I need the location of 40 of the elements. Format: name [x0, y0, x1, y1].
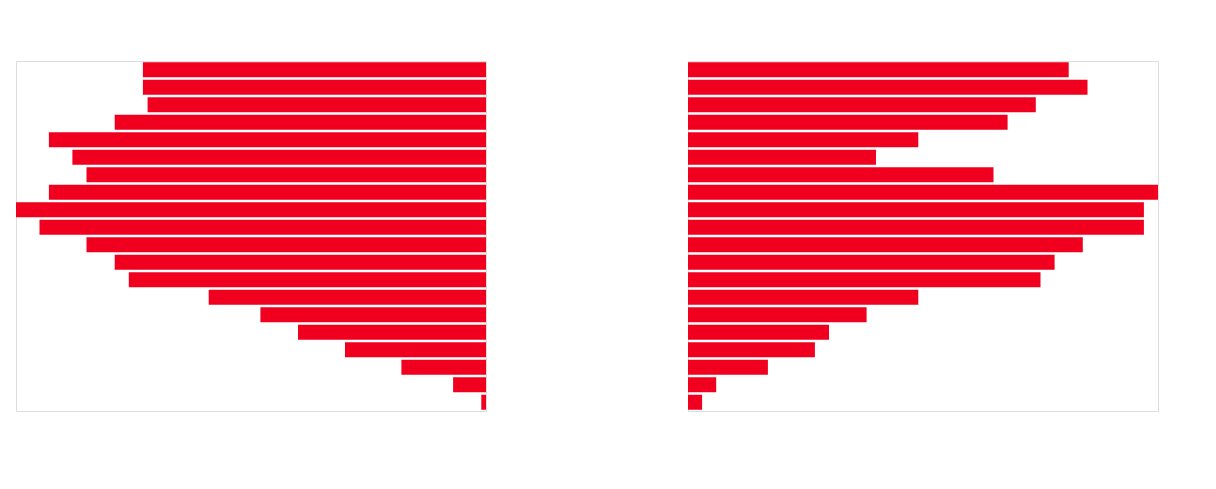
bar [688, 237, 1083, 253]
bar [48, 132, 486, 148]
bar [688, 132, 919, 148]
bar [688, 114, 1008, 130]
bar [688, 394, 703, 410]
bar [260, 307, 486, 323]
bar [688, 184, 1158, 200]
bar [688, 62, 1069, 78]
bar [688, 307, 867, 323]
bar [688, 79, 1088, 95]
bar [114, 254, 486, 270]
bar [688, 167, 994, 183]
bar [114, 114, 486, 130]
bar [142, 79, 486, 95]
bar [128, 272, 486, 288]
bar [298, 324, 486, 340]
bar [86, 237, 486, 253]
bar [688, 254, 1055, 270]
bar [688, 149, 876, 165]
bar [48, 184, 486, 200]
bar [688, 289, 919, 305]
bar [688, 359, 768, 375]
bar [345, 342, 486, 358]
bar [688, 377, 717, 393]
bar [453, 377, 486, 393]
bar [688, 272, 1041, 288]
bar [688, 324, 829, 340]
bar [147, 97, 486, 113]
bar [142, 62, 486, 78]
bar [86, 167, 486, 183]
bar [16, 202, 486, 218]
bar [688, 342, 815, 358]
bar [688, 97, 1036, 113]
bar [208, 289, 486, 305]
bar [401, 359, 486, 375]
bar [481, 394, 486, 410]
bar [688, 219, 1144, 235]
bar [39, 219, 486, 235]
bar [688, 202, 1144, 218]
bar [72, 149, 486, 165]
